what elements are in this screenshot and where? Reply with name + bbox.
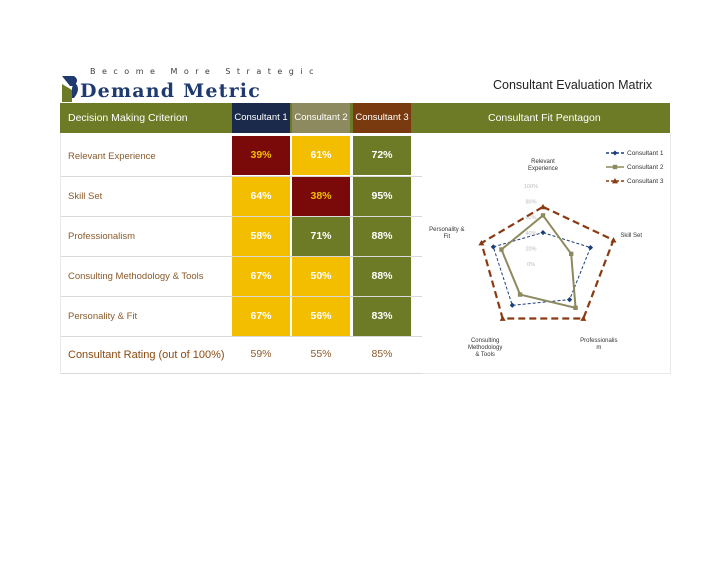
radar-axis-label: Relevant <box>531 159 555 165</box>
radar-series-line <box>492 232 592 306</box>
radar-point <box>509 302 515 308</box>
score-cell: 38% <box>292 177 350 216</box>
row-divider <box>60 256 422 257</box>
chart-frame <box>422 133 671 374</box>
radar-tick-label: 100% <box>524 184 538 190</box>
radar-axis-label: m <box>596 345 601 351</box>
criterion-label: Consulting Methodology & Tools <box>68 271 204 282</box>
document-title: Consultant Evaluation Matrix <box>493 78 653 92</box>
consultant-3-header: Consultant 3 <box>353 103 411 133</box>
radar-tick-label: 0% <box>527 262 535 268</box>
criterion-label: Skill Set <box>68 191 103 202</box>
row-divider <box>60 296 422 297</box>
criterion-header: Decision Making Criterion <box>68 112 188 124</box>
legend-label: Consultant 2 <box>627 164 664 171</box>
criterion-label: Relevant Experience <box>68 151 156 162</box>
rating-value: 85% <box>371 348 393 360</box>
row-divider <box>60 373 670 374</box>
radar-axis-label: Fit <box>443 234 450 240</box>
radar-series-line <box>500 213 577 310</box>
radar-axis-label: Skill Set <box>620 233 642 239</box>
score-cell: 61% <box>292 136 350 175</box>
radar-axis-label: Personality & <box>429 227 464 233</box>
radar-tick-label: 60% <box>525 215 536 221</box>
brand-name: Demand Metric <box>80 80 261 102</box>
score-cell: 50% <box>292 257 350 296</box>
score-cell: 72% <box>353 136 411 175</box>
radar-series-line <box>480 205 615 320</box>
radar-tick-label: 40% <box>525 231 536 237</box>
score-cell: 95% <box>353 177 411 216</box>
demand-metric-logo <box>62 76 78 102</box>
radar-point <box>540 229 546 236</box>
radar-axis-label: Experience <box>528 166 559 172</box>
legend-marker <box>612 164 618 170</box>
radar-point <box>478 239 485 246</box>
row-divider <box>60 336 422 337</box>
radar-point <box>540 203 546 210</box>
legend-label: Consultant 3 <box>627 178 664 185</box>
score-cell: 56% <box>292 297 350 336</box>
radar-tick-label: 20% <box>525 246 536 252</box>
radar-point <box>566 296 573 303</box>
radar-axis-label: Methodology <box>468 345 502 351</box>
rating-value: 59% <box>250 348 272 360</box>
score-cell: 83% <box>353 297 411 336</box>
score-cell: 88% <box>353 257 411 296</box>
score-cell: 64% <box>232 177 290 216</box>
pentagon-header: Consultant Fit Pentagon <box>488 112 601 124</box>
legend-marker <box>612 150 618 156</box>
radar-axis-label: & Tools <box>475 352 495 358</box>
radar-tick-label: 80% <box>525 200 536 206</box>
radar-point <box>587 244 594 251</box>
score-cell: 71% <box>292 217 350 256</box>
radar-point <box>499 247 504 252</box>
radar-point <box>499 315 506 321</box>
score-cell: 58% <box>232 217 290 256</box>
score-cell: 67% <box>232 257 290 296</box>
radar-point <box>568 251 574 257</box>
radar-point <box>540 213 546 218</box>
legend-marker <box>612 178 618 184</box>
consultant-1-header: Consultant 1 <box>232 103 290 133</box>
row-divider <box>60 216 422 217</box>
consultant-2-header: Consultant 2 <box>292 103 350 133</box>
tagline: Become More Strategic <box>90 67 320 76</box>
score-cell: 39% <box>232 136 290 175</box>
radar-point <box>580 315 587 321</box>
score-cell: 67% <box>232 297 290 336</box>
radar-point <box>490 244 496 250</box>
score-cell: 88% <box>353 217 411 256</box>
radar-axis-label: Professionalis <box>580 338 617 344</box>
radar-point <box>573 305 578 311</box>
table-left-border <box>60 133 61 374</box>
rating-value: 55% <box>310 348 332 360</box>
rating-label: Consultant Rating (out of 100%) <box>68 349 225 361</box>
radar-point <box>610 237 617 243</box>
radar-point <box>517 292 523 297</box>
radar-axis-label: Consulting <box>471 338 499 344</box>
legend-label: Consultant 1 <box>627 150 664 157</box>
criterion-label: Personality & Fit <box>68 311 138 322</box>
row-divider <box>60 176 422 177</box>
criterion-label: Professionalism <box>68 231 136 242</box>
